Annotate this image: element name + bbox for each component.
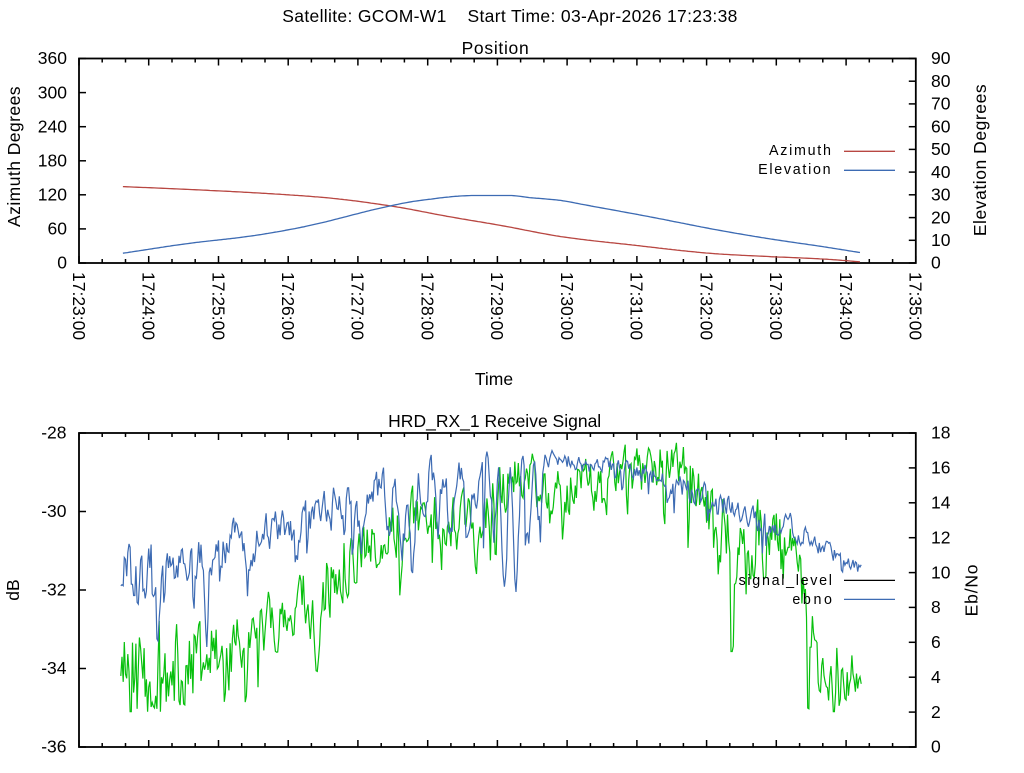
svg-text:2: 2 — [931, 702, 941, 722]
svg-text:17:25:00: 17:25:00 — [208, 272, 228, 340]
svg-text:360: 360 — [38, 48, 67, 68]
svg-text:ebno: ebno — [792, 592, 834, 608]
svg-text:180: 180 — [38, 150, 67, 170]
svg-text:-34: -34 — [41, 658, 67, 678]
svg-text:Elevation: Elevation — [758, 162, 832, 178]
svg-text:8: 8 — [931, 597, 941, 617]
svg-text:12: 12 — [931, 527, 950, 547]
svg-text:HRD_RX_1 Receive Signal: HRD_RX_1 Receive Signal — [388, 411, 601, 432]
svg-text:10: 10 — [931, 562, 951, 582]
svg-text:Time: Time — [475, 369, 513, 389]
svg-text:Eb/No: Eb/No — [962, 564, 982, 617]
svg-text:60: 60 — [931, 116, 951, 136]
svg-text:17:23:00: 17:23:00 — [69, 272, 89, 340]
svg-text:90: 90 — [931, 48, 951, 68]
svg-text:-28: -28 — [41, 423, 66, 443]
svg-text:120: 120 — [38, 185, 67, 205]
svg-text:17:24:00: 17:24:00 — [139, 272, 159, 340]
svg-text:signal_level: signal_level — [739, 573, 834, 589]
svg-text:17:29:00: 17:29:00 — [487, 272, 507, 340]
svg-text:300: 300 — [38, 82, 67, 102]
svg-text:240: 240 — [38, 116, 67, 136]
svg-text:Satellite: GCOM-W1 Start Ti: Satellite: GCOM-W1 Start Time: 03-Apr-20… — [282, 6, 738, 26]
svg-text:17:34:00: 17:34:00 — [836, 272, 856, 340]
svg-text:17:31:00: 17:31:00 — [627, 272, 647, 340]
svg-text:18: 18 — [931, 423, 950, 443]
svg-text:10: 10 — [931, 230, 951, 250]
svg-text:17:35:00: 17:35:00 — [906, 272, 926, 340]
svg-text:30: 30 — [931, 185, 951, 205]
svg-text:-30: -30 — [41, 501, 67, 521]
svg-text:17:33:00: 17:33:00 — [766, 272, 786, 340]
svg-text:6: 6 — [931, 632, 941, 652]
svg-text:17:26:00: 17:26:00 — [278, 272, 298, 340]
svg-text:0: 0 — [931, 737, 941, 757]
svg-text:Elevation Degrees: Elevation Degrees — [970, 84, 990, 236]
svg-text:16: 16 — [931, 458, 950, 478]
svg-text:-32: -32 — [41, 580, 66, 600]
svg-text:50: 50 — [931, 139, 951, 159]
svg-text:Position: Position — [462, 38, 530, 58]
svg-text:60: 60 — [48, 219, 68, 239]
svg-text:40: 40 — [931, 162, 951, 182]
svg-text:dB: dB — [3, 579, 23, 600]
svg-text:20: 20 — [931, 207, 951, 227]
svg-text:14: 14 — [931, 493, 951, 513]
svg-text:80: 80 — [931, 71, 951, 91]
svg-text:0: 0 — [57, 253, 67, 273]
svg-text:0: 0 — [931, 253, 941, 273]
svg-text:70: 70 — [931, 94, 951, 114]
svg-text:17:27:00: 17:27:00 — [348, 272, 368, 340]
svg-text:Azimuth: Azimuth — [769, 143, 833, 159]
svg-text:-36: -36 — [41, 737, 66, 757]
svg-text:17:28:00: 17:28:00 — [418, 272, 438, 340]
svg-text:4: 4 — [931, 667, 941, 687]
svg-text:Azimuth Degrees: Azimuth Degrees — [4, 86, 24, 227]
svg-text:17:32:00: 17:32:00 — [696, 272, 716, 340]
svg-text:17:30:00: 17:30:00 — [557, 272, 577, 340]
